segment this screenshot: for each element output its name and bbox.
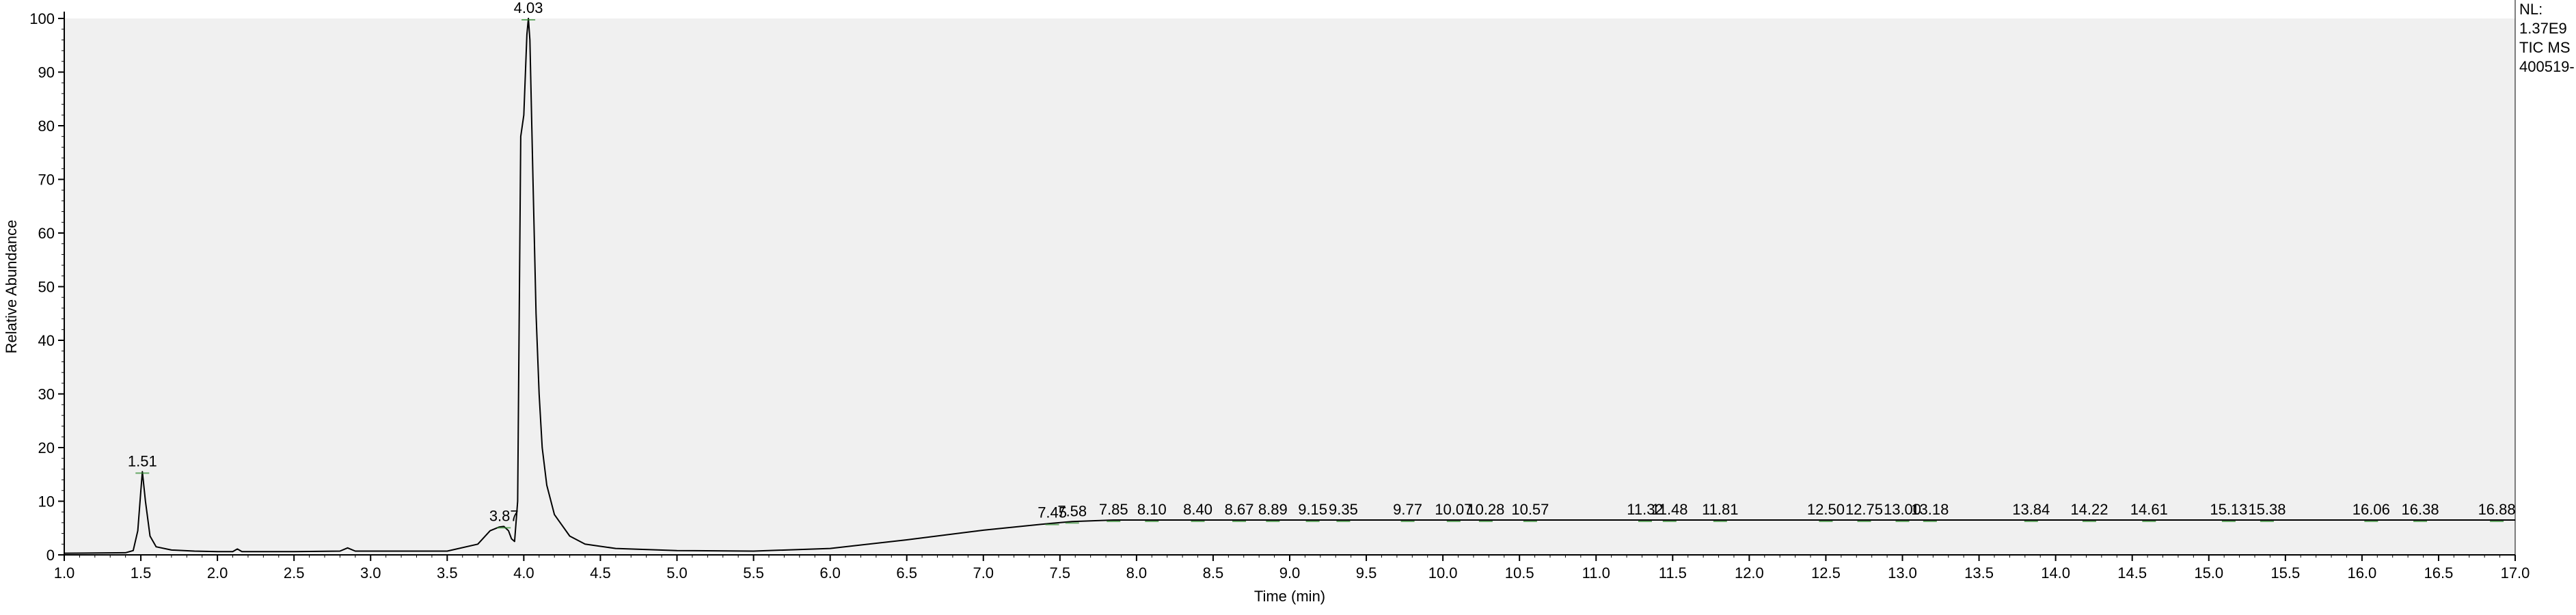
peak-label: 9.77 [1393,501,1422,518]
peak-label: 10.57 [1511,501,1549,518]
info-line-nl: NL: [2519,1,2543,18]
x-tick-label: 2.0 [207,564,228,582]
x-tick-label: 7.5 [1050,564,1071,582]
peak-label: 1.51 [128,452,157,469]
peak-label: 11.48 [1651,501,1687,518]
info-line-trace: TIC MS [2519,39,2571,56]
x-tick-label: 7.0 [973,564,994,582]
x-tick-label: 2.5 [284,564,305,582]
axes: 1.0 1.5 2.0 2.5 3.0 3.5 4.0 4.5 5.0 5.5 6.0 6.5 7.0 7… [29,0,2530,582]
peak-label: 10.07 [1435,501,1472,518]
x-tick-label: 13.5 [1964,564,1994,582]
y-tick-label: 60 [38,225,55,242]
x-tick-label: 1.5 [131,564,152,582]
peak-label: 13.18 [1911,501,1949,518]
y-tick-label: 40 [38,332,55,349]
peak-label: 3.87 [489,507,519,524]
peak-label: 8.67 [1225,501,1254,518]
x-tick-label: 17.0 [2501,564,2530,582]
x-tick-label: 6.5 [896,564,917,582]
peak-label: 8.40 [1183,501,1212,518]
y-tick-label: 10 [38,493,55,510]
y-tick-label: 80 [38,118,55,135]
x-tick-label: 5.5 [743,564,764,582]
x-tick-label: 8.5 [1203,564,1224,582]
x-tick-label: 13.0 [1888,564,1917,582]
x-tick-label: 3.5 [437,564,458,582]
peak-label: 11.32 [1627,501,1663,518]
peak-label: 11.81 [1702,501,1738,518]
peak-label: 16.88 [2478,501,2516,518]
peak-label: 13.84 [2012,501,2050,518]
x-tick-label: 1.0 [54,564,75,582]
x-tick-label: 10.0 [1428,564,1458,582]
x-tick-label: 8.0 [1126,564,1148,582]
x-tick-label: 4.0 [513,564,534,582]
peak-label: 7.85 [1099,501,1128,518]
y-axis-title: Relative Abundance [3,220,20,354]
x-tick-label: 12.5 [1811,564,1841,582]
peak-label: 14.61 [2130,501,2168,518]
x-axis-title: Time (min) [1254,588,1325,605]
info-line-scale: 1.37E9 [2519,20,2567,37]
x-tick-label: 16.5 [2424,564,2454,582]
x-tick-label: 14.0 [2041,564,2070,582]
peak-label: 12.75 [1845,501,1883,518]
peak-label: 7.58 [1057,502,1087,519]
x-tick-label: 9.0 [1279,564,1301,582]
peak-label: 16.06 [2353,501,2390,518]
peak-label: 8.89 [1258,501,1288,518]
y-tick-label: 100 [29,10,55,27]
peak-label: 15.38 [2248,501,2286,518]
info-panel: NL: 1.37E9 TIC MS 400519- [2519,0,2575,77]
x-tick-label: 3.0 [360,564,381,582]
x-tick-label: 11.5 [1659,564,1687,582]
peak-label: 10.28 [1467,501,1504,518]
info-line-file: 400519- [2519,58,2575,75]
peak-label: 9.35 [1329,501,1358,518]
y-tick-label: 90 [38,64,55,81]
series-layer [64,18,2515,554]
plot-area [64,18,2515,555]
x-tick-label: 12.0 [1735,564,1764,582]
peak-label: 15.13 [2210,501,2247,518]
tic-trace-line [64,18,2515,554]
x-tick-label: 11.0 [1582,564,1610,582]
y-tick-label: 30 [38,386,55,403]
y-tick-label: 0 [46,547,55,564]
x-tick-label: 9.5 [1356,564,1377,582]
x-tick-label: 6.0 [819,564,841,582]
x-tick-label: 10.5 [1505,564,1534,582]
peak-labels: 1.51 3.87 4.03 7.457.58 7.85 8.10 8.40 8.67 8.89… [128,0,2516,529]
peak-label: 16.38 [2402,501,2439,518]
peak-label: 14.22 [2070,501,2108,518]
peak-label: 13.00 [1884,501,1921,518]
x-tick-label: 15.0 [2194,564,2223,582]
peak-label: 8.10 [1137,501,1167,518]
x-tick-label: 5.0 [666,564,688,582]
y-tick-label: 70 [38,172,55,189]
x-tick-label: 4.5 [590,564,611,582]
x-tick-label: 14.5 [2117,564,2147,582]
peak-label: 9.15 [1298,501,1327,518]
x-tick-label: 16.0 [2347,564,2376,582]
x-tick-label: 15.5 [2270,564,2300,582]
y-tick-label: 50 [38,279,55,296]
peak-label: 7.45 [1038,504,1067,521]
y-tick-label: 20 [38,439,55,456]
peak-label: 4.03 [514,0,543,16]
peak-label: 12.50 [1807,501,1845,518]
